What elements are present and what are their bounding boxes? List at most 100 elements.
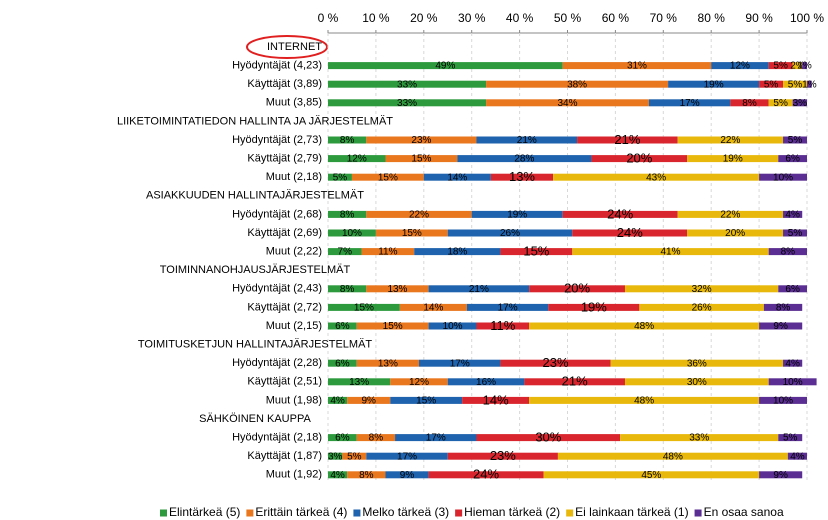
- legend-label: Ei lainkaan tärkeä (1): [575, 505, 688, 519]
- x-tick-label: 10 %: [362, 11, 390, 25]
- bar-segment: [577, 136, 678, 144]
- x-tick-label: 70 %: [650, 11, 678, 25]
- value-label: 5%: [773, 61, 788, 72]
- bar-segment: [687, 229, 784, 237]
- bar-segment: [792, 62, 803, 70]
- value-label: 24%: [617, 225, 643, 240]
- value-label: 17%: [450, 358, 470, 369]
- bar-segment: [328, 471, 348, 479]
- value-label: 16%: [476, 377, 496, 388]
- value-label: 4%: [330, 396, 345, 407]
- group-header: INTERNET: [267, 41, 322, 53]
- legend-swatch: [566, 509, 574, 517]
- value-label: 17%: [680, 98, 700, 109]
- value-label: 23%: [543, 355, 569, 370]
- bar-segment: [366, 285, 429, 293]
- value-label: 14%: [447, 172, 467, 183]
- value-label: 15%: [523, 244, 549, 259]
- x-tick-label: 100 %: [790, 11, 824, 25]
- value-label: 30%: [535, 430, 561, 445]
- bar-segment: [414, 248, 501, 256]
- value-label: 10%: [443, 321, 463, 332]
- bar-segment: [356, 434, 396, 442]
- bar-segment: [529, 285, 625, 293]
- value-label: 10%: [773, 172, 793, 183]
- value-label: 11%: [490, 318, 515, 333]
- bar-segment: [759, 471, 803, 479]
- group-header: LIIKETOIMINTATIEDON HALLINTA JA JÄRJESTE…: [117, 115, 393, 127]
- bar-segment: [787, 452, 807, 460]
- bar-segment: [447, 378, 525, 386]
- bar-segment: [639, 303, 764, 311]
- bar-segment: [759, 396, 807, 404]
- bar-segment: [428, 285, 530, 293]
- bar-segment: [375, 229, 448, 237]
- value-label: 19%: [723, 154, 743, 165]
- value-label: 5%: [333, 172, 348, 183]
- y-tick-label: Käyttäjät (3,89): [247, 78, 322, 90]
- bar-segment: [471, 210, 563, 218]
- value-label: 8%: [340, 210, 355, 221]
- value-label: 45%: [641, 470, 661, 481]
- bar-segment: [486, 80, 669, 88]
- bar-segment: [778, 285, 807, 293]
- value-label: 31%: [627, 61, 647, 72]
- value-label: 5%: [788, 135, 803, 146]
- group-header: ASIAKKUUDEN HALLINTAJÄRJESTELMÄT: [146, 190, 364, 202]
- value-label: 5%: [773, 98, 788, 109]
- bar-segment: [328, 62, 563, 70]
- value-label: 6%: [785, 284, 800, 295]
- bar-segment: [783, 359, 803, 367]
- value-label: 5%: [347, 451, 362, 462]
- value-label: 17%: [426, 433, 446, 444]
- value-label: 19%: [704, 79, 724, 90]
- bar-segment: [529, 396, 760, 404]
- value-label: 48%: [634, 396, 654, 407]
- value-label: 12%: [409, 377, 429, 388]
- y-tick-label: Hyödyntäjät (2,43): [232, 283, 322, 295]
- y-tick-label: Hyödyntäjät (2,73): [232, 134, 322, 146]
- bar-segment: [620, 434, 779, 442]
- bar-segment: [462, 396, 530, 404]
- bar-segment: [366, 210, 472, 218]
- bar-segment: [792, 99, 807, 107]
- bar-segment: [328, 285, 367, 293]
- value-label: 17%: [397, 451, 417, 462]
- y-tick-label: Muut (2,22): [266, 246, 322, 258]
- bar-segment: [347, 471, 386, 479]
- value-label: 15%: [383, 321, 403, 332]
- bar-segment: [759, 80, 784, 88]
- bar-segment: [802, 62, 807, 70]
- value-label: 5%: [788, 228, 803, 239]
- value-label: 9%: [773, 321, 788, 332]
- bar-segment: [390, 378, 448, 386]
- bar-segment: [366, 452, 448, 460]
- y-tick-label: Hyödyntäjät (4,23): [232, 60, 322, 72]
- bar-segment: [328, 396, 348, 404]
- bar-segment: [500, 248, 573, 256]
- bar-segment: [328, 136, 367, 144]
- bar-segment: [328, 210, 367, 218]
- bar-segment: [557, 452, 788, 460]
- bar-segment: [395, 434, 477, 442]
- bar-segment: [768, 378, 817, 386]
- y-tick-label: Käyttäjät (2,79): [247, 153, 322, 165]
- bar-segment: [419, 359, 501, 367]
- value-label: 20%: [626, 151, 652, 166]
- value-label: 17%: [498, 303, 518, 314]
- bar-segment: [347, 396, 391, 404]
- bar-segment: [524, 378, 625, 386]
- value-label: 2%: [790, 61, 805, 72]
- bar-segment: [486, 99, 649, 107]
- value-label: 21%: [614, 132, 640, 147]
- value-label: 18%: [447, 247, 467, 258]
- value-label: 1%: [797, 61, 812, 72]
- value-label: 10%: [773, 396, 793, 407]
- legend-label: Elintärkeä (5): [169, 505, 240, 519]
- y-tick-label: Hyödyntäjät (2,18): [232, 432, 322, 444]
- value-label: 8%: [781, 247, 796, 258]
- value-label: 8%: [742, 98, 757, 109]
- bar-segment: [730, 99, 769, 107]
- value-label: 41%: [660, 247, 680, 258]
- value-label: 26%: [692, 303, 712, 314]
